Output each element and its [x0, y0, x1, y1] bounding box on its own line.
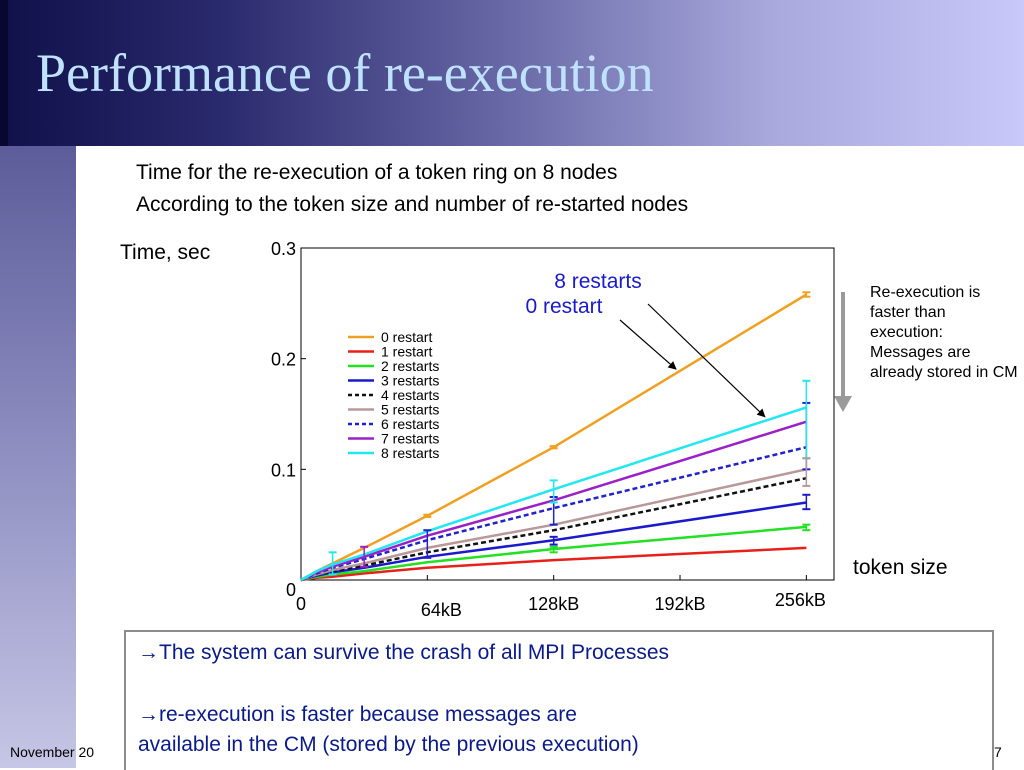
y-tick-label: 0.3 — [271, 239, 296, 259]
legend-label: 6 restarts — [381, 416, 439, 432]
bullet-1-text: The system can survive the crash of all … — [159, 641, 670, 664]
legend-label: 4 restarts — [381, 387, 439, 403]
legend-label: 1 restart — [381, 344, 432, 360]
x-tick-label: 192kB — [654, 594, 705, 614]
conclusion-box: →The system can survive the crash of all… — [124, 630, 994, 770]
side-note: Re-execution is faster than execution: M… — [870, 284, 1018, 381]
plot-frame — [300, 247, 835, 581]
annotation-arrow — [647, 303, 766, 418]
page-number: 7 — [994, 744, 1002, 760]
annotation-label: 0 restart — [525, 295, 602, 318]
slide-title: Performance of re-execution — [36, 43, 654, 103]
y-tick-label: 0.1 — [271, 460, 296, 480]
y-tick-label: 0.2 — [271, 350, 296, 370]
x-tick-label: 256kB — [775, 590, 826, 610]
down-arrow-head — [834, 396, 852, 412]
x-tick-label: 64kB — [421, 600, 462, 620]
subtitle-line-2: According to the token size and number o… — [136, 193, 689, 216]
title-bar — [0, 0, 1024, 146]
legend-label: 2 restarts — [381, 358, 439, 374]
title-bar-edge — [0, 0, 8, 146]
x-axis-label: token size — [853, 556, 948, 579]
annotation-arrow — [619, 319, 677, 370]
bullet-2: →re-execution is faster because messages… — [138, 703, 577, 727]
bullet-2-text-line-1: re-execution is faster because messages … — [159, 703, 577, 726]
legend-label: 0 restart — [381, 329, 432, 345]
arrow-icon: → — [138, 641, 159, 664]
subtitle-line-1: Time for the re-execution of a token rin… — [136, 161, 618, 184]
bullet-2-text-line-2: available in the CM (stored by the previ… — [138, 733, 639, 756]
footer-date: November 20 — [10, 744, 95, 760]
x-tick-label: 0 — [296, 594, 306, 614]
legend-label: 8 restarts — [381, 445, 439, 461]
legend-label: 5 restarts — [381, 402, 439, 418]
y-tick-label: 0 — [286, 580, 296, 600]
annotation-label: 8 restarts — [554, 270, 642, 293]
legend-label: 3 restarts — [381, 373, 439, 389]
y-axis-label: Time, sec — [120, 241, 211, 264]
x-tick-label: 128kB — [528, 594, 579, 614]
side-decoration-bar — [0, 146, 76, 768]
arrow-icon: → — [138, 703, 159, 726]
legend-label: 7 restarts — [381, 431, 439, 447]
bullet-1: →The system can survive the crash of all… — [138, 641, 669, 665]
